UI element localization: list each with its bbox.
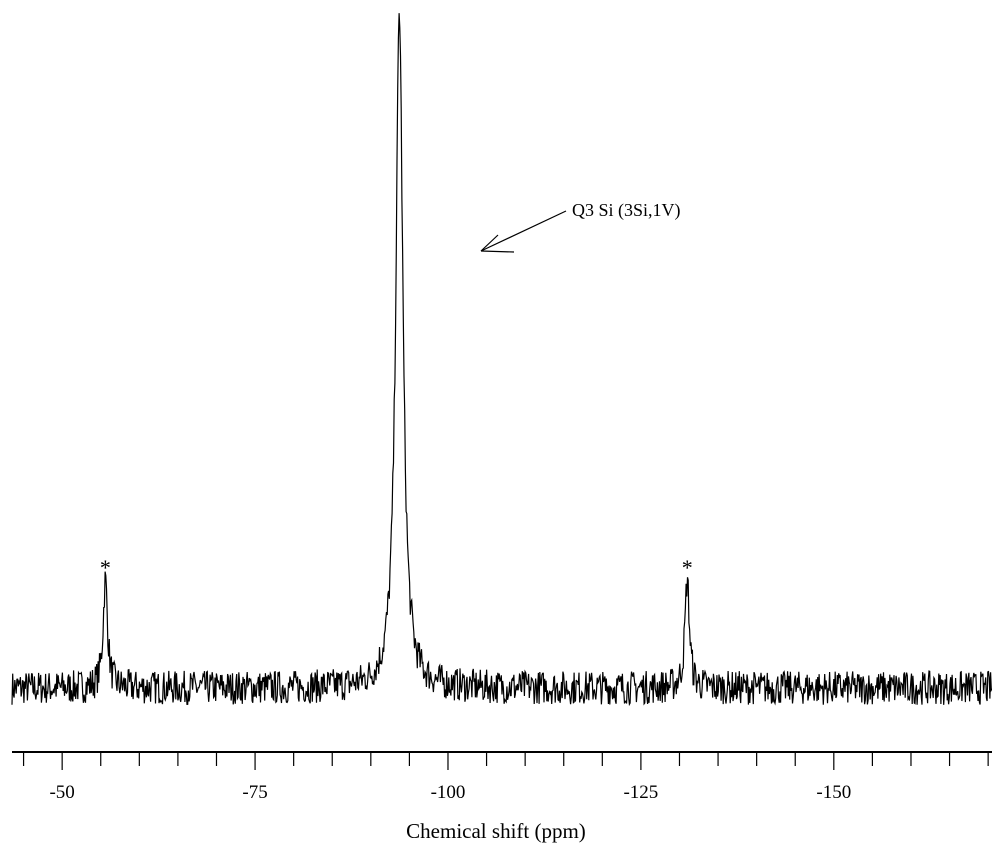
annotation-arrow-head-lower	[480, 250, 515, 253]
x-axis-title: Chemical shift (ppm)	[406, 819, 586, 843]
peak-marker-label: *	[682, 555, 693, 580]
x-tick-label: -50	[49, 782, 74, 803]
peak-marker-label: *	[100, 555, 111, 580]
annotation-arrow-head-upper	[480, 234, 499, 252]
annotation-group: Q3 Si (3Si,1V)	[480, 200, 681, 253]
x-tick-label: -100	[431, 782, 466, 803]
x-axis-tick-labels: -50 -75 -100 -125 -150	[49, 782, 851, 803]
x-axis-ticks	[22, 752, 989, 770]
annotation-arrow-shaft	[480, 210, 567, 252]
x-tick-label: -75	[242, 782, 267, 803]
x-tick-label: -150	[816, 782, 851, 803]
peak-labels: * *	[100, 555, 693, 580]
annotation-q3-label: Q3 Si (3Si,1V)	[572, 200, 681, 221]
x-tick-label: -125	[623, 782, 658, 803]
spectrum-line	[11, 13, 992, 707]
spectrum-trace-group	[11, 13, 992, 707]
